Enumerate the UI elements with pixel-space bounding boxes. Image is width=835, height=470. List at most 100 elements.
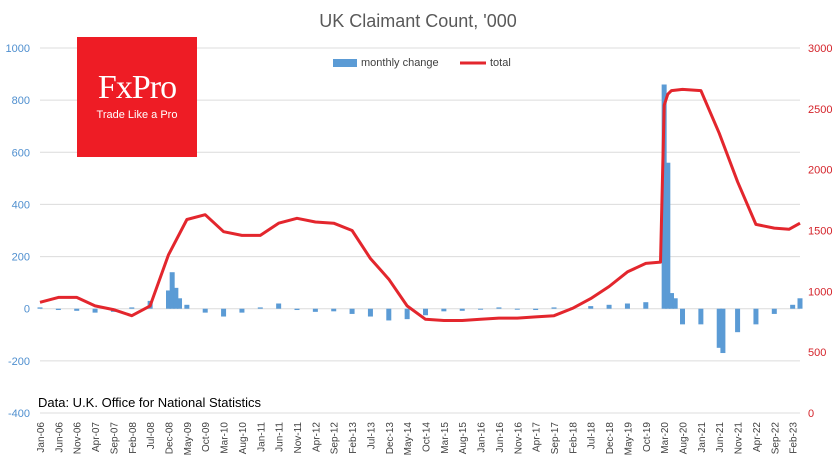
monthly-change-bar	[478, 308, 484, 310]
left-tick-label: -200	[8, 356, 30, 368]
x-tick-label: Jun-11	[275, 422, 286, 452]
left-tick-label: 0	[24, 304, 30, 316]
monthly-change-bar	[169, 272, 175, 309]
monthly-change-bar	[221, 308, 227, 317]
monthly-change-bar	[331, 308, 337, 312]
monthly-change-bar	[386, 308, 392, 321]
x-tick-label: Apr-22	[752, 422, 763, 452]
x-tick-label: Mar-20	[660, 422, 671, 454]
monthly-change-bar	[349, 308, 355, 314]
legend-label-monthly-change: monthly change	[361, 57, 439, 69]
x-tick-label: May-09	[183, 422, 194, 456]
right-tick-label: 500	[808, 347, 826, 359]
monthly-change-bar	[514, 308, 520, 310]
legend: monthly change total	[333, 57, 511, 69]
legend-label-total: total	[490, 57, 511, 69]
monthly-change-bar	[624, 303, 630, 309]
monthly-change-bar	[184, 304, 190, 309]
x-tick-label: Jun-06	[54, 422, 65, 453]
right-tick-label: 2500	[808, 104, 832, 116]
left-tick-label: -400	[8, 408, 30, 420]
monthly-change-bar	[404, 308, 410, 320]
x-tick-label: Jan-16	[477, 422, 488, 453]
x-tick-label: Jan-06	[36, 422, 47, 453]
x-tick-label: Nov-21	[734, 422, 745, 455]
left-tick-label: 600	[12, 147, 30, 159]
monthly-change-bar	[665, 162, 671, 309]
x-tick-label: Jun-16	[495, 422, 506, 453]
monthly-change-bar	[37, 307, 43, 309]
monthly-change-bar	[239, 308, 245, 313]
monthly-change-bar	[177, 298, 183, 309]
legend-swatch-monthly-change	[333, 59, 357, 67]
x-tick-label: Jan-11	[256, 422, 267, 452]
monthly-change-bar	[643, 302, 649, 309]
x-tick-label: Oct-14	[422, 422, 433, 452]
x-tick-label: Nov-16	[513, 422, 524, 455]
monthly-change-bar	[720, 308, 726, 354]
grid-lines	[40, 47, 800, 414]
monthly-change-bar	[312, 308, 318, 312]
right-tick-label: 0	[808, 408, 814, 420]
monthly-change-bar	[716, 308, 722, 348]
monthly-change-bar	[680, 308, 686, 325]
x-tick-label: Sep-12	[330, 422, 341, 455]
logo-brand: FxPro	[97, 69, 177, 106]
x-tick-label: Dec-18	[605, 422, 616, 455]
left-axis: 1000 800 600 400 200 0 -200 -400	[6, 43, 30, 420]
x-tick-label: Apr-07	[91, 422, 102, 452]
monthly-change-bar	[551, 307, 557, 309]
x-tick-label: Jun-21	[715, 422, 726, 453]
left-tick-label: 200	[12, 252, 30, 264]
monthly-change-bar	[588, 306, 594, 309]
x-tick-label: Sep-07	[109, 422, 120, 455]
x-tick-label: Sep-17	[550, 422, 561, 455]
monthly-change-bar	[661, 84, 667, 309]
monthly-change-bar	[790, 304, 796, 309]
x-axis: Jan-06 Jun-06 Nov-06 Apr-07 Sep-07 Feb-08 Jul-…	[36, 422, 800, 456]
x-tick-label: Feb-23	[789, 422, 800, 454]
monthly-change-bar	[294, 308, 300, 311]
x-tick-label: Mar-15	[440, 422, 451, 454]
monthly-change-bars	[37, 84, 803, 354]
logo-tagline: Trade Like a Pro	[96, 109, 178, 121]
x-tick-label: Oct-09	[201, 422, 212, 452]
x-tick-label: Feb-13	[348, 422, 359, 454]
chart-title: UK Claimant Count, '000	[319, 11, 517, 31]
monthly-change-bar	[257, 307, 263, 309]
x-tick-label: May-19	[623, 422, 634, 456]
fxpro-logo: FxPro Trade Like a Pro	[77, 37, 197, 157]
right-tick-label: 1000	[808, 286, 832, 298]
x-tick-label: Aug-20	[679, 422, 690, 455]
x-tick-label: Nov-11	[293, 422, 304, 454]
right-tick-label: 1500	[808, 226, 832, 238]
right-tick-label: 3000	[808, 43, 832, 55]
x-tick-label: Apr-17	[532, 422, 543, 452]
monthly-change-bar	[276, 303, 282, 309]
monthly-change-bar	[735, 308, 741, 333]
monthly-change-bar	[797, 298, 803, 309]
monthly-change-bar	[441, 308, 447, 312]
monthly-change-bar	[129, 307, 135, 309]
right-tick-label: 2000	[808, 165, 832, 177]
x-tick-label: Feb-18	[568, 422, 579, 454]
monthly-change-bar	[367, 308, 373, 317]
right-axis: 3000 2500 2000 1500 1000 500 0	[808, 43, 832, 420]
x-tick-label: Jan-21	[697, 422, 708, 453]
left-tick-label: 400	[12, 199, 30, 211]
monthly-change-bar	[166, 290, 172, 309]
x-tick-label: Dec-13	[385, 422, 396, 455]
x-tick-label: Aug-10	[238, 422, 249, 455]
x-tick-label: Feb-08	[128, 422, 139, 454]
x-tick-label: Oct-19	[642, 422, 653, 452]
monthly-change-bar	[668, 293, 674, 309]
x-tick-label: Jul-08	[146, 422, 157, 450]
x-tick-label: May-14	[403, 422, 414, 456]
source-note: Data: U.K. Office for National Statistic…	[38, 395, 262, 410]
left-tick-label: 800	[12, 95, 30, 107]
monthly-change-bar	[74, 308, 80, 311]
monthly-change-bar	[698, 308, 704, 325]
total-line	[39, 87, 801, 322]
x-tick-label: Nov-06	[73, 422, 84, 455]
